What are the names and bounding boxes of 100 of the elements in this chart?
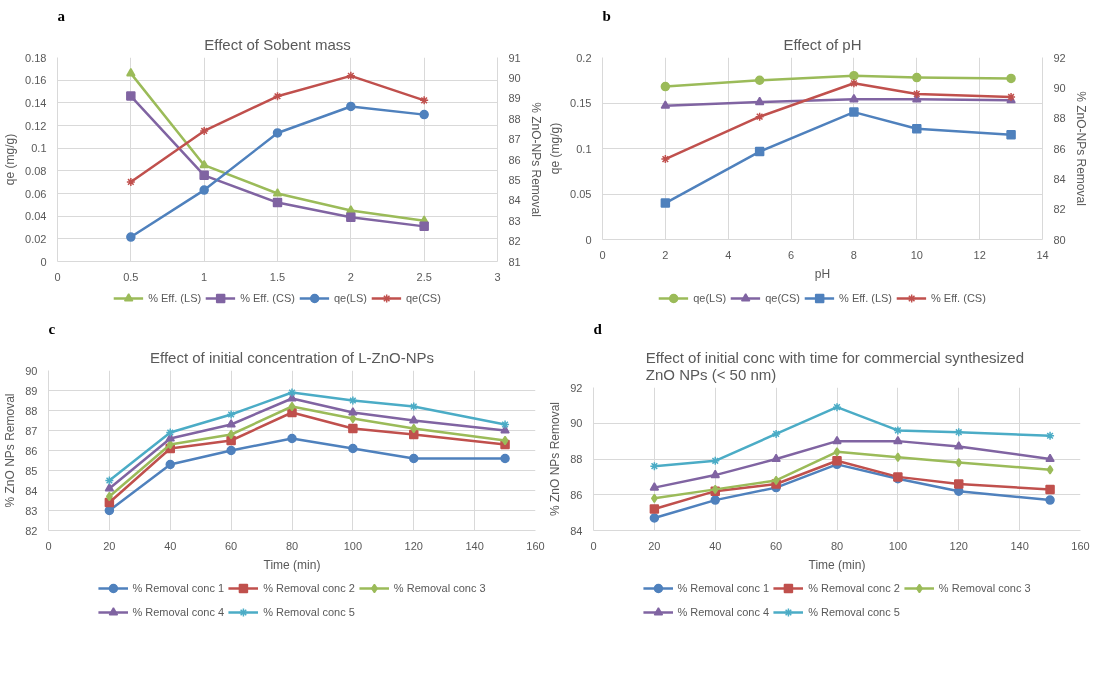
y-tick-label: 0.1 <box>576 142 592 155</box>
legend-label: qe(CS) <box>405 292 441 304</box>
y-tick-label: 85 <box>25 464 38 477</box>
y-tick-label: 86 <box>570 488 583 501</box>
legend-label: % Removal conc 2 <box>263 582 355 594</box>
legend-label: % Eff. (LS) <box>148 292 202 304</box>
x-tick-label: 4 <box>725 248 732 261</box>
x-tick-label: 100 <box>343 539 363 552</box>
x-tick-label: 2 <box>347 270 354 283</box>
x-tick-label: 20 <box>103 539 116 552</box>
y2-tick-label: 81 <box>508 255 521 268</box>
x-tick-label: 3 <box>494 270 501 283</box>
y-tick-label: 0.02 <box>25 232 47 245</box>
legend-label: qe(LS) <box>693 292 727 304</box>
y-tick-label: 84 <box>25 484 38 497</box>
x-tick-label: 120 <box>949 539 968 552</box>
y-tick-label: 0.14 <box>25 96 47 109</box>
y2-tick-label: 89 <box>508 92 521 105</box>
y-tick-label: 86 <box>25 444 38 457</box>
x-axis-title: Time (min) <box>808 557 866 572</box>
y-tick-label: 83 <box>25 504 38 517</box>
y2-tick-label: 83 <box>508 214 521 227</box>
x-tick-label: 160 <box>526 539 545 552</box>
y-tick-label: 0.12 <box>25 119 47 132</box>
chart-title: Effect of initial conc with time for commercial synthesized ZnO NPs (< 50 nm) <box>645 348 1025 383</box>
legend-label: % Removal conc 1 <box>677 582 770 594</box>
legend-label: % Removal conc 1 <box>132 582 225 594</box>
legend-label: % Removal conc 4 <box>677 606 770 618</box>
legend-label: qe(CS) <box>765 292 801 304</box>
y-tick-label: 88 <box>570 453 583 465</box>
chart-title: Effect of initial concentration of L-ZnO-NPs <box>149 348 435 366</box>
x-tick-label: 14 <box>1036 248 1049 261</box>
y2-tick-label: 86 <box>508 153 521 166</box>
x-tick-label: 80 <box>285 539 299 552</box>
y-tick-label: 92 <box>570 381 583 394</box>
y-tick-label: 0.18 <box>25 51 47 64</box>
x-tick-label: 6 <box>788 248 795 261</box>
y-tick-label: 0.16 <box>25 74 47 87</box>
y-tick-label: 89 <box>25 384 38 397</box>
text: c <box>48 320 56 337</box>
x-tick-label: 160 <box>1071 539 1090 552</box>
x-tick-label: 2 <box>662 248 669 261</box>
y2-tick-label: 88 <box>508 112 521 125</box>
legend-label: % Eff. (LS) <box>839 292 893 304</box>
text: b <box>602 7 611 24</box>
x-tick-label: 60 <box>225 539 238 552</box>
y-tick-label: 90 <box>25 364 38 377</box>
text: d <box>593 320 603 337</box>
x-tick-label: 80 <box>830 539 844 552</box>
y-tick-label: 90 <box>570 417 583 430</box>
legend-label: qe(LS) <box>333 292 367 304</box>
y2-tick-label: 90 <box>508 71 521 84</box>
legend-label: % Removal conc 3 <box>393 582 486 594</box>
x-tick-label: 0.5 <box>123 270 139 283</box>
x-axis-title: pH <box>814 266 831 281</box>
chart-title: Effect of pH <box>783 35 862 53</box>
x-tick-label: 40 <box>164 539 177 552</box>
y2-tick-label: 82 <box>1053 203 1066 216</box>
legend-label: % Removal conc 2 <box>808 582 900 594</box>
x-tick-label: 140 <box>1010 539 1029 552</box>
y-tick-label: 0.2 <box>576 51 592 64</box>
y-tick-label: 0.05 <box>570 188 592 200</box>
y-tick-label: 0.15 <box>570 97 592 109</box>
x-tick-label: 10 <box>910 248 923 261</box>
y2-tick-label: 92 <box>1053 51 1066 64</box>
legend-label: % Removal conc 5 <box>808 606 900 618</box>
x-tick-label: 100 <box>888 539 908 552</box>
y2-tick-label: 90 <box>1053 81 1066 94</box>
y2-tick-label: 88 <box>1053 112 1066 125</box>
x-tick-label: 20 <box>648 539 661 552</box>
y-tick-label: 87 <box>25 424 38 437</box>
y-tick-label: 0.04 <box>25 210 47 223</box>
y-axis-title: qe (mg/g) <box>3 133 18 186</box>
x-tick-label: 120 <box>404 539 423 552</box>
x-tick-label: 12 <box>973 248 986 261</box>
x-tick-label: 1 <box>201 270 208 283</box>
y-tick-label: 84 <box>570 524 583 537</box>
legend-label: % Removal conc 5 <box>263 606 355 618</box>
y2-axis-title: % ZnO-NPs Removal <box>528 102 543 217</box>
x-tick-label: 140 <box>465 539 484 552</box>
y-tick-label: 0 <box>585 233 592 246</box>
legend-label: % Eff. (CS) <box>240 292 295 304</box>
x-tick-label: 8 <box>850 248 857 261</box>
legend-label: % Eff. (CS) <box>931 292 986 304</box>
y-tick-label: 82 <box>25 524 38 537</box>
x-axis-title: Time (min) <box>263 557 321 572</box>
y-axis-title: % ZnO NPs Removal <box>548 401 563 517</box>
x-tick-label: 1.5 <box>269 270 286 283</box>
x-tick-label: 0 <box>599 248 606 261</box>
y2-tick-label: 85 <box>508 173 521 186</box>
y2-tick-label: 82 <box>508 235 521 248</box>
y2-tick-label: 86 <box>1053 142 1066 155</box>
y-tick-label: 0.06 <box>25 187 47 200</box>
y-axis-title: % ZnO NPs Removal <box>3 393 18 508</box>
legend-label: % Removal conc 4 <box>132 606 225 618</box>
y-tick-label: 0.08 <box>25 164 47 177</box>
x-tick-label: 40 <box>709 539 722 552</box>
x-tick-label: 0 <box>54 270 61 283</box>
text: a <box>57 7 66 24</box>
y2-axis-title: % ZnO-NPs Removal <box>1073 91 1088 206</box>
